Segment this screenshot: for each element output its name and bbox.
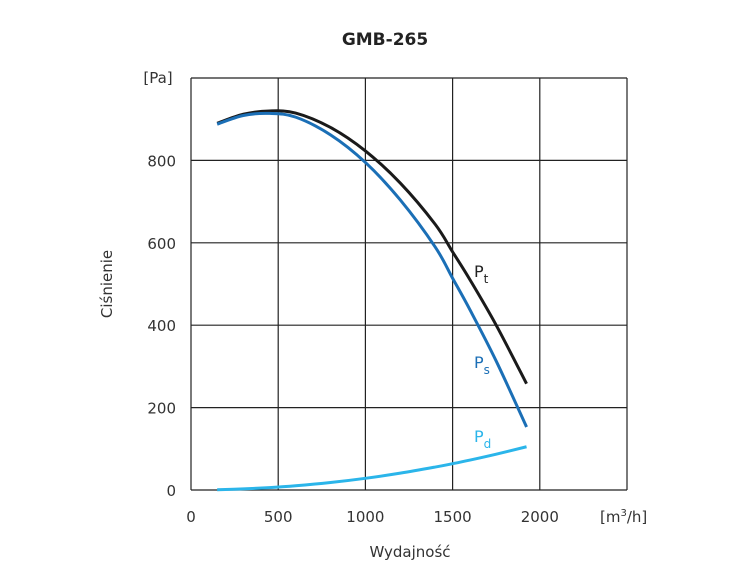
y-tick-label: 400 bbox=[147, 317, 176, 335]
y-tick-label: 600 bbox=[147, 235, 176, 253]
x-unit-label: [m3/h] bbox=[600, 508, 647, 526]
x-tick-label: 2000 bbox=[521, 508, 559, 526]
curves bbox=[216, 109, 528, 492]
y-axis-title: Ciśnienie bbox=[98, 250, 116, 318]
x-tick-label: 1000 bbox=[346, 508, 384, 526]
y-tick-label: 800 bbox=[147, 152, 176, 170]
x-axis-title: Wydajność bbox=[369, 543, 450, 561]
series-label-ps: Ps bbox=[474, 353, 490, 377]
x-tick-label: 0 bbox=[186, 508, 196, 526]
series-label-pt: Pt bbox=[474, 262, 489, 286]
x-tick-label: 1500 bbox=[434, 508, 472, 526]
chart-title: GMB-265 bbox=[342, 30, 428, 50]
y-tick-label: 200 bbox=[147, 400, 176, 418]
series-label-pd: Pd bbox=[474, 427, 491, 451]
series-line-pd bbox=[217, 445, 527, 492]
tick-labels: 0 500 1000 1500 2000 0 200 400 600 800 bbox=[147, 152, 559, 526]
series-line-ps bbox=[216, 111, 528, 428]
series-line-pt bbox=[216, 109, 528, 385]
y-tick-label: 0 bbox=[166, 482, 176, 500]
x-tick-label: 500 bbox=[264, 508, 293, 526]
y-unit-label: [Pa] bbox=[143, 69, 172, 87]
grid bbox=[190, 77, 628, 491]
